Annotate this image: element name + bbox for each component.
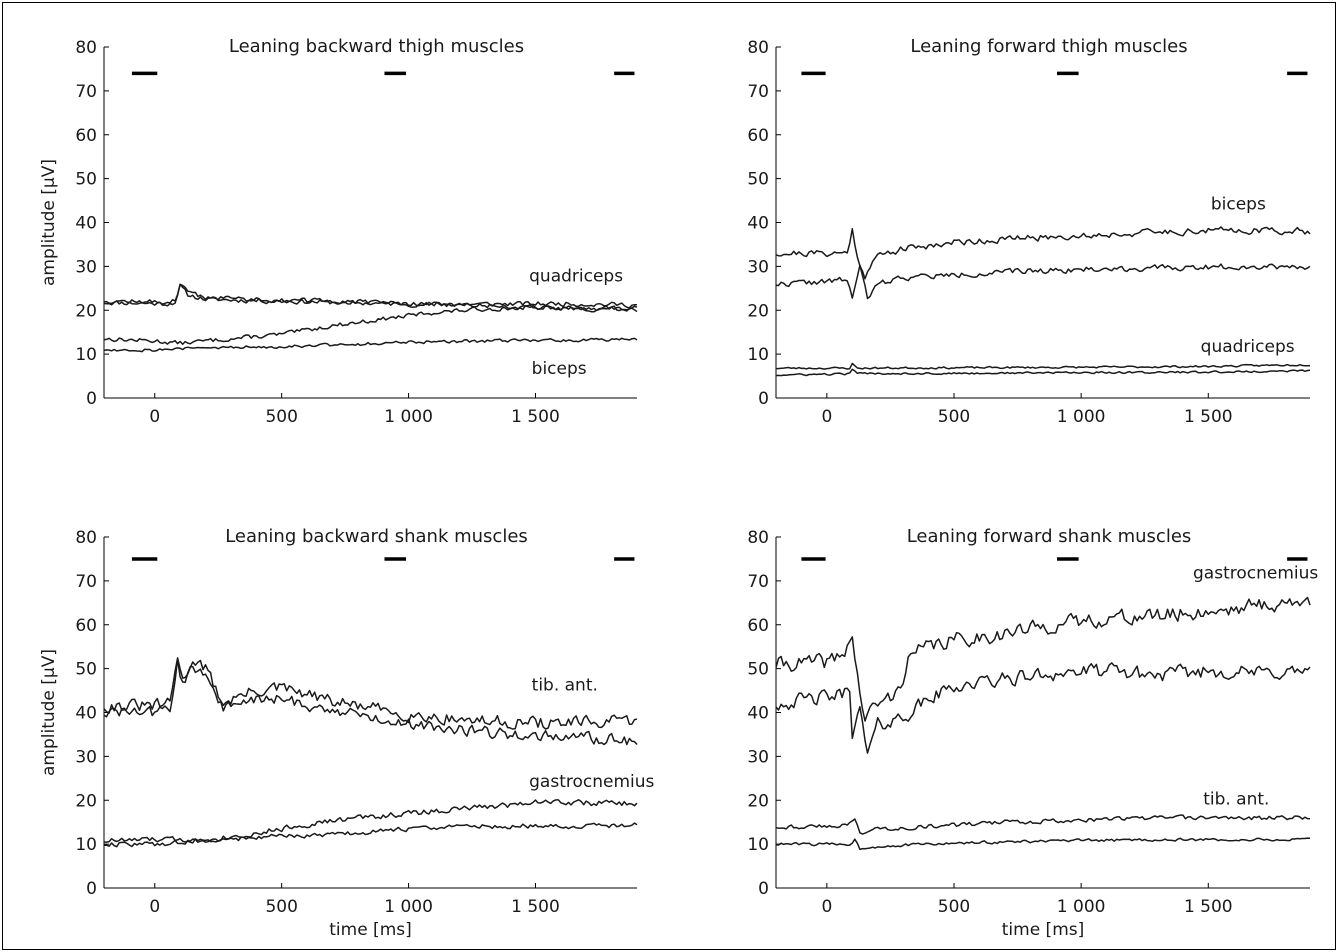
y-tick-label: 0 [86, 389, 97, 409]
y-tick-label: 40 [747, 214, 769, 234]
y-tick-label: 30 [747, 747, 769, 767]
y-tick-label: 30 [75, 747, 97, 767]
series-line-quadriceps-2 [776, 362, 1311, 370]
x-tick-label: 1 000 [384, 897, 433, 917]
series-line-quadriceps-3 [775, 368, 1311, 377]
series-annotation: tib. ant. [532, 676, 598, 696]
y-tick-label: 60 [747, 126, 769, 146]
y-tick-label: 20 [75, 301, 97, 321]
series-annotation: biceps [1211, 194, 1266, 214]
series-line-biceps-1 [775, 263, 1311, 300]
y-tick-label: 40 [75, 214, 97, 234]
y-tick-label: 0 [758, 879, 769, 899]
y-axis-label: amplitude [µV] [39, 649, 59, 776]
y-tick-label: 80 [75, 38, 97, 58]
series-line-tib-ant--0 [103, 657, 638, 730]
series-line-gastrocnemius-3 [103, 822, 638, 848]
y-tick-label: 50 [747, 660, 769, 680]
series-annotation: gastrocnemius [529, 772, 654, 792]
panel-title: Leaning backward thigh muscles [229, 36, 524, 57]
y-tick-label: 80 [75, 528, 97, 548]
panel-title: Leaning backward shank muscles [225, 526, 528, 547]
x-tick-label: 500 [265, 407, 297, 427]
series-annotation: quadriceps [529, 267, 623, 287]
y-tick-label: 20 [747, 301, 769, 321]
y-tick-label: 0 [758, 389, 769, 409]
x-tick-label: 500 [265, 897, 297, 917]
y-tick-label: 60 [75, 616, 97, 636]
series-line-biceps-0 [775, 226, 1311, 280]
y-tick-label: 50 [75, 660, 97, 680]
x-axis-label: time [ms] [1002, 920, 1085, 940]
panel-title: Leaning forward shank muscles [907, 526, 1192, 547]
x-tick-label: 500 [938, 407, 970, 427]
y-tick-label: 60 [75, 126, 97, 146]
series-annotation: tib. ant. [1203, 790, 1269, 810]
x-tick-label: 0 [149, 407, 160, 427]
x-tick-label: 0 [821, 897, 832, 917]
series-line-tib-ant--2 [775, 814, 1311, 835]
y-tick-label: 10 [75, 345, 97, 365]
x-tick-label: 1 500 [1184, 897, 1233, 917]
y-tick-label: 80 [747, 38, 769, 58]
series-line-tib-ant--1 [103, 658, 638, 746]
y-tick-label: 20 [75, 791, 97, 811]
series-line-biceps-3 [103, 337, 638, 353]
x-tick-label: 1 000 [1057, 407, 1106, 427]
x-tick-label: 500 [938, 897, 970, 917]
y-tick-label: 80 [747, 528, 769, 548]
series-line-biceps-2 [103, 304, 638, 345]
y-tick-label: 0 [86, 879, 97, 899]
x-tick-label: 0 [149, 897, 160, 917]
y-tick-label: 70 [75, 572, 97, 592]
x-axis-label: time [ms] [329, 920, 412, 940]
panel-leaning-backward-thigh: 0 10 20 30 40 50 60 70 80 0 500 1 000 1 500 Leaning b… [39, 36, 638, 427]
panel-leaning-backward-shank: 0 10 20 30 40 50 60 70 80 0 500 1 000 1 500 Leaning b… [39, 526, 655, 940]
y-tick-label: 60 [747, 616, 769, 636]
series-line-gastrocnemius-0 [775, 596, 1311, 722]
x-tick-label: 1 500 [1184, 407, 1233, 427]
y-tick-label: 30 [747, 257, 769, 277]
panel-leaning-forward-thigh: 0 10 20 30 40 50 60 70 80 0 500 1 000 1 500 Leaning f… [747, 36, 1311, 427]
y-tick-label: 70 [75, 82, 97, 102]
series-line-quadriceps-0 [103, 283, 638, 309]
y-tick-label: 30 [75, 257, 97, 277]
y-tick-label: 10 [75, 835, 97, 855]
series-annotation: gastrocnemius [1193, 564, 1318, 584]
series-line-tib-ant--3 [775, 837, 1311, 851]
y-tick-label: 50 [75, 170, 97, 190]
series-line-gastrocnemius-1 [775, 662, 1311, 754]
x-tick-label: 1 000 [384, 407, 433, 427]
panel-title: Leaning forward thigh muscles [910, 36, 1187, 57]
y-tick-label: 10 [747, 835, 769, 855]
x-tick-label: 1 500 [511, 407, 560, 427]
series-line-gastrocnemius-2 [103, 799, 638, 844]
series-annotation: quadriceps [1201, 337, 1295, 357]
panel-leaning-forward-shank: 0 10 20 30 40 50 60 70 80 0 500 1 000 1 500 Leaning f… [747, 526, 1318, 940]
series-annotation: biceps [532, 359, 587, 379]
x-tick-label: 0 [821, 407, 832, 427]
x-tick-label: 1 500 [511, 897, 560, 917]
y-tick-label: 70 [747, 82, 769, 102]
y-axis-label: amplitude [µV] [39, 159, 59, 286]
x-tick-label: 1 000 [1057, 897, 1106, 917]
y-tick-label: 40 [747, 704, 769, 724]
y-tick-label: 70 [747, 572, 769, 592]
y-tick-label: 20 [747, 791, 769, 811]
y-tick-label: 10 [747, 345, 769, 365]
y-tick-label: 40 [75, 704, 97, 724]
y-tick-label: 50 [747, 170, 769, 190]
